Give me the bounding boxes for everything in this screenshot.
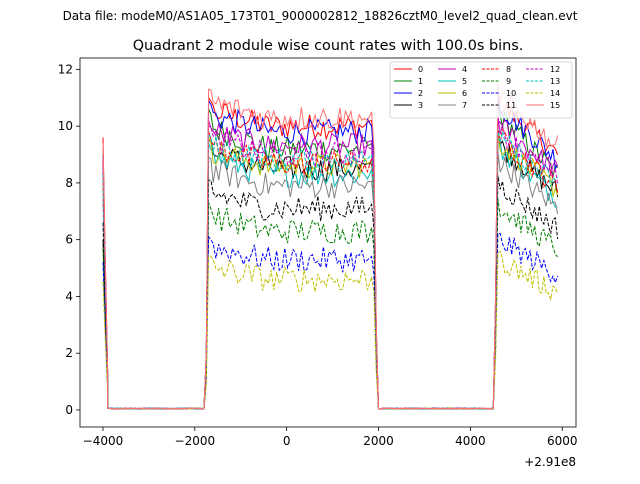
y-tick-label: 6: [65, 233, 73, 247]
x-tick-label: 0: [283, 434, 291, 448]
x-tick-label: −2000: [175, 434, 216, 448]
y-tick-label: 8: [65, 176, 73, 190]
axes-frame: [79, 57, 577, 428]
legend-box: [389, 61, 573, 119]
y-tick-label: 10: [58, 119, 73, 133]
legend-label: 15: [550, 101, 560, 110]
legend-label: 6: [462, 89, 467, 98]
y-axis: 0 2 4 6 8 10 12: [58, 62, 80, 417]
legend-label: 3: [418, 101, 423, 110]
legend-label: 4: [462, 65, 467, 74]
legend-label: 7: [462, 101, 467, 110]
y-tick-label: 4: [65, 289, 73, 303]
legend-label: 13: [550, 77, 560, 86]
legend-label: 2: [418, 89, 423, 98]
chart-title: Quadrant 2 module wise count rates with …: [133, 38, 524, 54]
series-layer: [102, 82, 559, 410]
legend-label: 11: [506, 101, 516, 110]
y-tick-label: 0: [65, 403, 73, 417]
legend-label: 10: [506, 89, 516, 98]
y-tick-label: 2: [65, 346, 73, 360]
x-tick-label: −4000: [83, 434, 124, 448]
legend-label: 12: [550, 65, 560, 74]
legend-label: 5: [462, 77, 467, 86]
x-tick-label: 2000: [363, 434, 394, 448]
chart-suptitle: Data file: modeM0/AS1A05_173T01_90000028…: [63, 9, 578, 23]
plot-area: [80, 58, 576, 427]
x-tick-label: 6000: [547, 434, 578, 448]
y-tick-label: 12: [58, 62, 73, 76]
legend-label: 1: [418, 77, 423, 86]
axes-area: [80, 58, 576, 427]
x-offset-label: +2.91e8: [524, 455, 576, 469]
x-tick-label: 4000: [455, 434, 486, 448]
x-axis: −4000 −2000 0 2000 4000 6000: [83, 427, 578, 448]
legend-label: 8: [506, 65, 511, 74]
axes-border: [79, 57, 577, 428]
series-line-11: [102, 175, 559, 410]
legend-label: 9: [506, 77, 511, 86]
legend-label: 0: [418, 65, 423, 74]
legend-label: 14: [550, 89, 560, 98]
